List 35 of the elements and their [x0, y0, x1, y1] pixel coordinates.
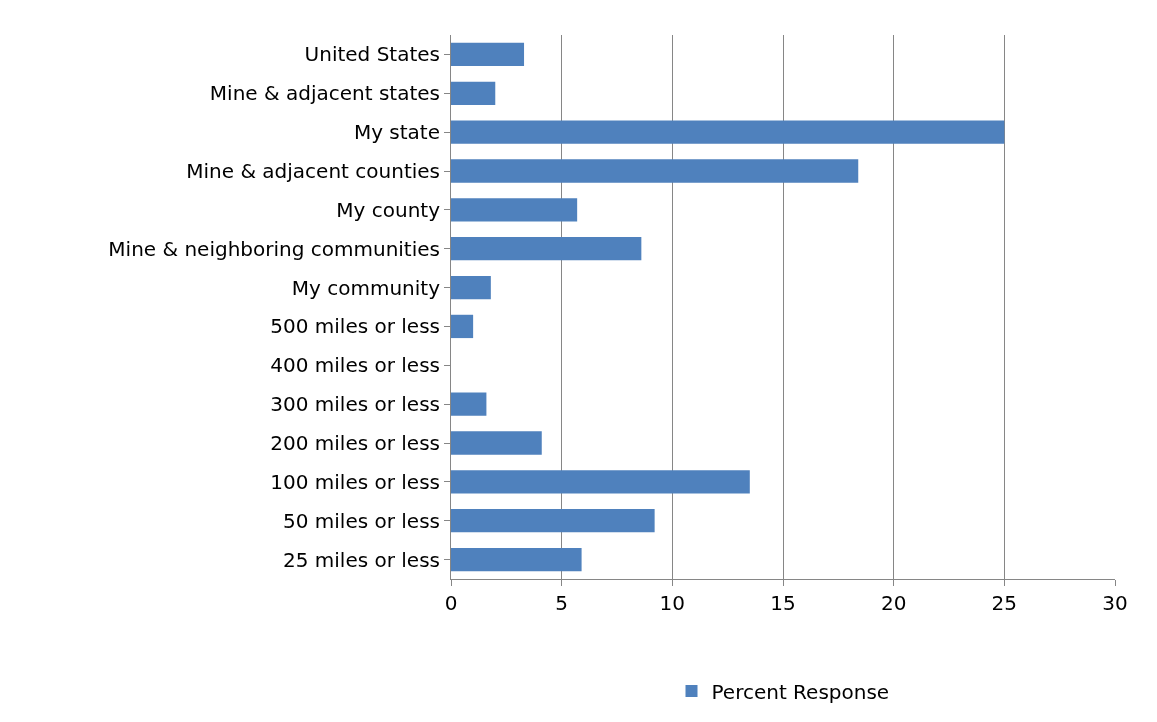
- x-tick-label: 10: [659, 591, 686, 615]
- x-tick-label: 0: [444, 591, 458, 615]
- x-tick-label: 5: [555, 591, 569, 615]
- bar: [451, 42, 525, 67]
- y-tick-label: My community: [291, 275, 441, 300]
- x-tick-label: 15: [770, 591, 796, 615]
- y-tick-label: 500 miles or less: [270, 314, 440, 339]
- y-tick-label: 25 miles or less: [282, 547, 440, 572]
- y-tick-label: 100 miles or less: [270, 469, 440, 494]
- y-tick-label: Mine & neighboring communities: [108, 236, 440, 261]
- y-tick-label: 400 miles or less: [270, 353, 440, 378]
- x-tick-label: 25: [991, 591, 1018, 615]
- bar: [451, 431, 542, 455]
- bar: [451, 159, 859, 183]
- bar: [451, 509, 655, 533]
- y-tick-label: My state: [353, 120, 440, 145]
- bar: [451, 81, 496, 105]
- bar: [451, 547, 582, 572]
- bar: [451, 120, 1005, 144]
- bar: [451, 392, 487, 416]
- y-tick-label: Mine & adjacent states: [209, 81, 440, 106]
- y-tick-label: 200 miles or less: [270, 431, 440, 455]
- bar: [451, 314, 474, 339]
- y-tick-label: United States: [304, 42, 440, 67]
- x-tick-label: 30: [1102, 591, 1128, 615]
- y-tick-label: 50 miles or less: [282, 508, 440, 533]
- bar: [451, 198, 578, 222]
- y-tick-label: My county: [336, 197, 441, 222]
- bar: [451, 275, 491, 300]
- legend-label: Percent Response: [711, 679, 890, 704]
- bar: [451, 237, 642, 261]
- y-tick-label: Mine & adjacent counties: [186, 159, 440, 183]
- y-tick-label: 300 miles or less: [270, 392, 440, 417]
- bar: [451, 470, 750, 494]
- x-tick-label: 20: [880, 591, 907, 615]
